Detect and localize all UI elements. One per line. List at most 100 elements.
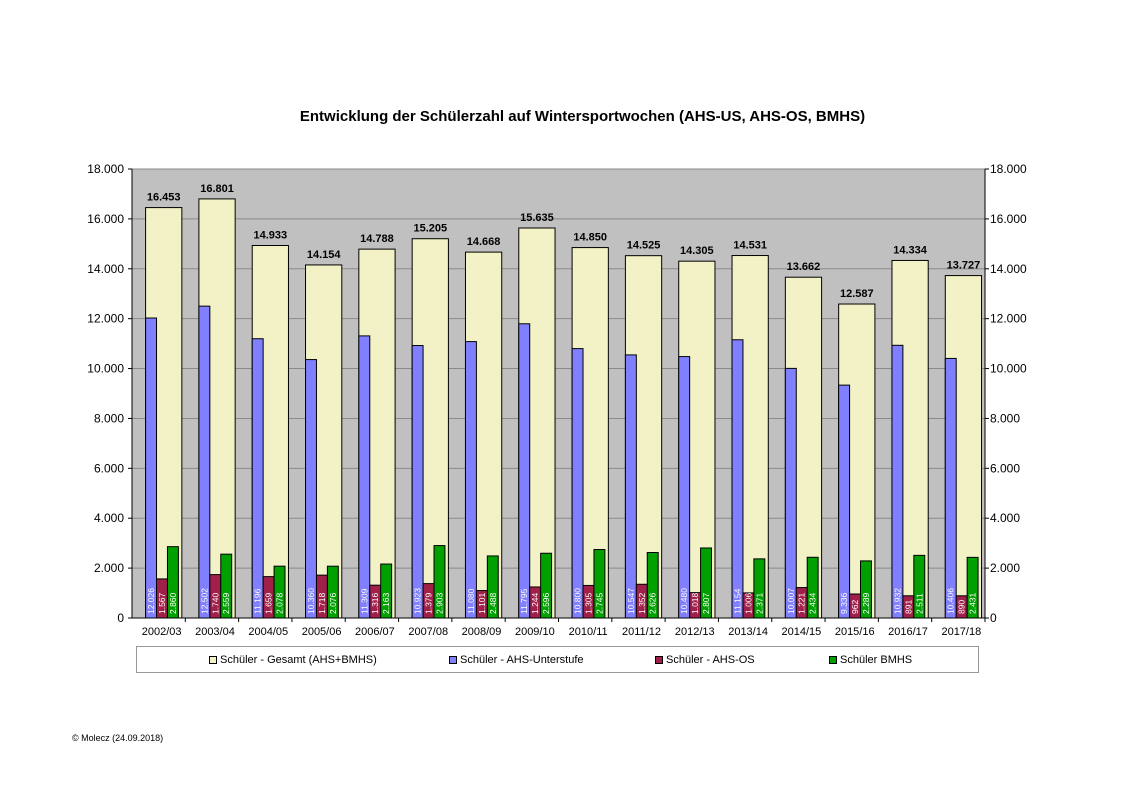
data-label-gesamt: 16.453: [147, 192, 181, 204]
legend-label-gesamt: Schüler - Gesamt (AHS+BMHS): [220, 654, 377, 666]
y-tick-label-right: 10.000: [990, 362, 1027, 376]
legend: Schüler - Gesamt (AHS+BMHS) Schüler - AH…: [136, 646, 979, 673]
data-label-ahs-us: 11.196: [253, 588, 263, 614]
bar-bmhs: [486, 555, 499, 619]
data-label-ahs-us: 12.026: [146, 588, 156, 614]
legend-swatch-bmhs: [829, 656, 837, 665]
data-label-ahs-us: 9.336: [839, 592, 849, 614]
y-tick-label-right: 16.000: [990, 212, 1027, 226]
bar-bmhs: [220, 553, 233, 619]
y-tick-label-left: 0: [117, 611, 124, 625]
x-tick-label: 2004/05: [248, 626, 288, 638]
bar-ahs-us: [731, 339, 744, 619]
bar-bmhs: [273, 565, 286, 619]
data-label-ahs-os: 1.316: [370, 592, 380, 614]
data-label-bmhs: 2.163: [381, 592, 391, 614]
data-label-bmhs: 2.431: [968, 592, 978, 614]
x-tick-label: 2003/04: [195, 626, 235, 638]
bar-bmhs: [700, 547, 713, 619]
data-label-bmhs: 2.596: [541, 592, 551, 614]
data-label-ahs-us: 11.080: [466, 588, 476, 614]
data-label-ahs-us: 12.502: [199, 588, 209, 614]
legend-item-gesamt: Schüler - Gesamt (AHS+BMHS): [209, 654, 377, 666]
data-label-gesamt: 14.334: [893, 244, 928, 256]
data-label-gesamt: 15.205: [413, 223, 447, 235]
x-tick-label: 2006/07: [355, 626, 395, 638]
data-label-ahs-os: 1.018: [690, 592, 700, 614]
data-label-ahs-os: 890: [957, 600, 967, 614]
data-label-gesamt: 14.788: [360, 233, 394, 245]
bar-bmhs: [593, 549, 606, 619]
bar-ahs-us: [198, 305, 211, 619]
data-label-bmhs: 2.076: [328, 592, 338, 614]
data-label-bmhs: 2.511: [914, 593, 924, 614]
y-tick-label-left: 4.000: [94, 511, 124, 525]
bar-bmhs: [540, 552, 553, 619]
data-label-gesamt: 12.587: [840, 288, 874, 300]
bar-bmhs: [326, 565, 339, 619]
y-tick-label-left: 10.000: [87, 362, 124, 376]
legend-swatch-ahs-us: [449, 656, 457, 665]
data-label-ahs-os: 1.352: [637, 592, 647, 614]
bar-bmhs: [913, 554, 926, 619]
x-tick-label: 2010/11: [569, 626, 608, 638]
x-tick-label: 2013/14: [728, 626, 768, 638]
bar-ahs-us: [891, 344, 904, 619]
x-tick-label: 2015/16: [835, 626, 875, 638]
data-label-bmhs: 2.371: [754, 592, 764, 614]
data-label-ahs-us: 10.932: [892, 588, 902, 614]
y-tick-label-right: 12.000: [990, 312, 1027, 326]
y-tick-label-left: 2.000: [94, 561, 124, 575]
copyright-note: © Molecz (24.09.2018): [72, 733, 164, 743]
data-label-ahs-us: 11.795: [519, 588, 529, 614]
data-label-ahs-os: 1.379: [424, 592, 434, 614]
data-label-bmhs: 2.807: [701, 592, 711, 614]
data-label-ahs-us: 11.309: [359, 588, 369, 614]
legend-label-ahs-us: Schüler - AHS-Unterstufe: [460, 654, 584, 666]
data-label-gesamt: 14.933: [254, 230, 288, 242]
legend-item-ahs-os: Schüler - AHS-OS: [655, 654, 755, 666]
x-tick-label: 2011/12: [622, 626, 661, 638]
data-label-ahs-os: 1.567: [157, 592, 167, 614]
bar-ahs-us: [251, 338, 264, 619]
x-tick-label: 2009/10: [515, 626, 555, 638]
legend-label-bmhs: Schüler BMHS: [840, 654, 913, 666]
x-tick-label: 2005/06: [302, 626, 342, 638]
data-label-ahs-os: 891: [903, 600, 913, 614]
data-label-ahs-os: 1.244: [530, 592, 540, 614]
data-label-bmhs: 2.078: [275, 592, 285, 614]
data-label-gesamt: 14.154: [307, 249, 342, 261]
data-label-gesamt: 16.801: [200, 183, 234, 195]
bar-bmhs: [646, 551, 659, 619]
data-label-bmhs: 2.488: [488, 592, 498, 614]
data-label-gesamt: 14.531: [733, 240, 767, 252]
legend-item-ahs-us: Schüler - AHS-Unterstufe: [449, 654, 584, 666]
bar-ahs-us: [944, 357, 957, 619]
x-tick-label: 2002/03: [142, 626, 182, 638]
chart-svg: 0 0 2.000 2.000 4.000 4.000 6.000 6.000 8.000 8.0…: [87, 162, 1027, 638]
bar-ahs-us: [411, 345, 424, 619]
bar-ahs-us: [358, 335, 371, 619]
bar-ahs-us: [305, 359, 317, 619]
data-label-bmhs: 2.289: [861, 592, 871, 614]
data-label-bmhs: 2.559: [221, 592, 231, 614]
y-tick-label-left: 14.000: [87, 262, 124, 276]
y-tick-label-left: 6.000: [94, 461, 124, 475]
legend-swatch-ahs-os: [655, 656, 663, 665]
data-label-ahs-os: 962: [850, 600, 860, 614]
data-label-gesamt: 14.668: [467, 236, 501, 248]
y-tick-label-right: 18.000: [990, 162, 1027, 176]
data-label-ahs-os: 1.740: [210, 592, 220, 614]
data-label-ahs-us: 10.360: [306, 588, 316, 614]
data-label-ahs-os: 1.101: [477, 592, 487, 614]
data-label-ahs-os: 1.006: [743, 592, 753, 614]
data-label-bmhs: 2.434: [808, 592, 818, 614]
x-tick-label: 2007/08: [408, 626, 448, 638]
data-label-bmhs: 2.860: [168, 592, 178, 614]
x-tick-label: 2014/15: [782, 626, 822, 638]
bar-ahs-us: [838, 384, 851, 619]
x-tick-label: 2008/09: [462, 626, 502, 638]
y-tick-label-right: 8.000: [990, 411, 1020, 425]
bar-ahs-us: [518, 323, 531, 619]
bar-bmhs: [860, 560, 872, 619]
